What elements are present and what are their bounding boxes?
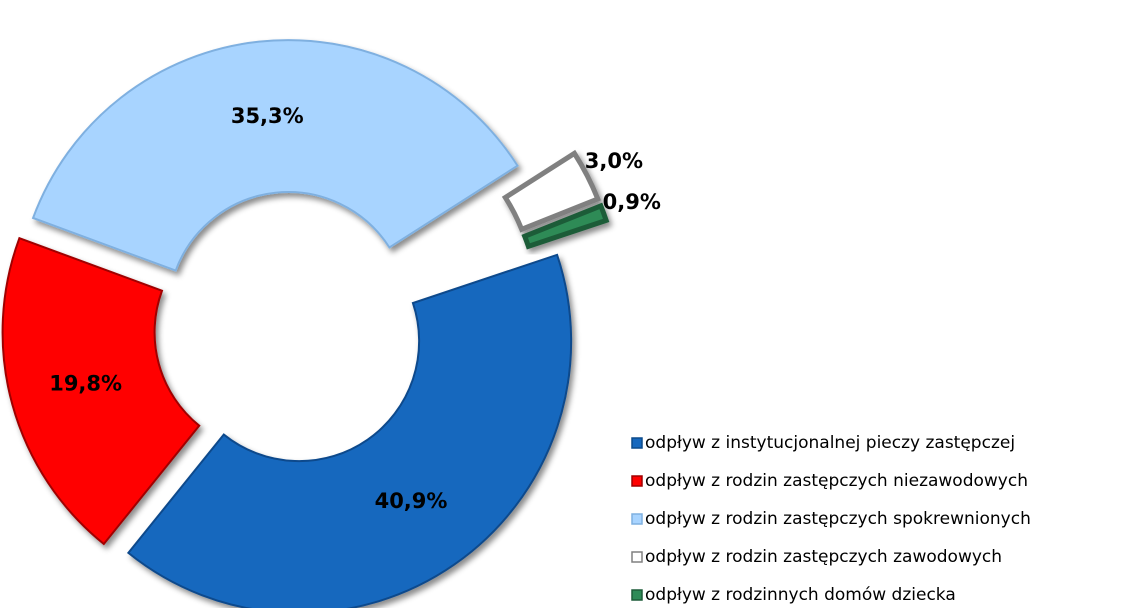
data-label: 19,8% [49, 371, 122, 395]
legend-swatch [631, 475, 643, 487]
data-label: 3,0% [585, 149, 643, 173]
legend-label: odpływ z instytucjonalnej pieczy zastępc… [645, 433, 1015, 453]
labels: 40,9% 19,8% 35,3% 3,0% 0,9% [49, 104, 661, 513]
legend: odpływ z instytucjonalnej pieczy zastępc… [631, 433, 1031, 605]
slice [1, 236, 201, 546]
legend-label: odpływ z rodzin zastępczych niezawodowyc… [645, 471, 1028, 491]
data-label: 35,3% [231, 104, 304, 128]
slices [1, 39, 610, 608]
data-label: 0,9% [603, 190, 661, 214]
legend-swatch [631, 437, 643, 449]
slice [501, 149, 602, 233]
slice [126, 253, 573, 608]
legend-label: odpływ z rodzin zastępczych spokrewniony… [645, 509, 1031, 529]
legend-swatch [631, 551, 643, 563]
slice [521, 202, 610, 250]
data-label: 40,9% [375, 489, 448, 513]
slice [31, 39, 519, 272]
legend-label: odpływ z rodzin zastępczych zawodowych [645, 547, 1002, 567]
legend-swatch [631, 513, 643, 525]
legend-swatch [631, 589, 643, 601]
legend-label: odpływ z rodzinnych domów dziecka [645, 585, 956, 605]
